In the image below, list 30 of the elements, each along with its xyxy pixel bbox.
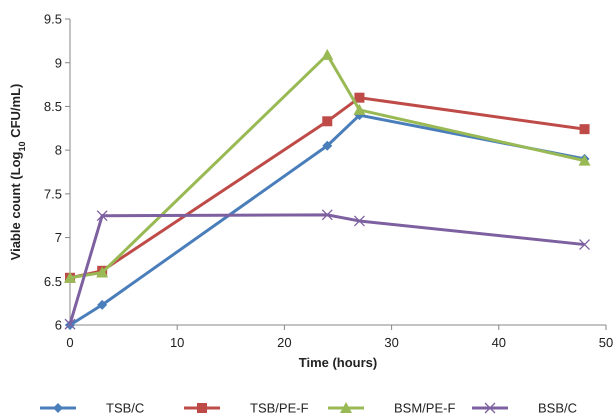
x-tick-label: 20 — [277, 335, 292, 350]
y-tick-label: 6.5 — [44, 274, 62, 289]
x-tick-label: 30 — [384, 335, 399, 350]
x-tick-label: 50 — [598, 335, 614, 350]
y-tick-label: 8 — [54, 142, 62, 158]
legend-label: BSM/PE-F — [394, 400, 456, 416]
x-axis-title: Time (hours) — [298, 355, 378, 370]
point — [580, 124, 590, 134]
point — [97, 300, 108, 310]
legend-label: TSB/PE-F — [250, 400, 309, 416]
point — [322, 116, 332, 126]
y-tick-label: 6 — [54, 318, 62, 333]
y-tick-label: 8.5 — [44, 98, 62, 114]
point — [354, 92, 364, 103]
y-tick-label: 7.5 — [44, 186, 62, 202]
point — [578, 238, 590, 250]
y-tick-label: 9.5 — [44, 12, 62, 27]
point — [321, 48, 334, 60]
x-tick-label: 0 — [66, 335, 74, 350]
y-tick-label: 9 — [54, 55, 62, 70]
point — [353, 104, 366, 115]
point — [354, 215, 366, 227]
x-tick-label: 40 — [492, 335, 506, 350]
legend-label: TSB/C — [106, 400, 144, 416]
point — [322, 140, 332, 151]
y-tick-label: 7 — [54, 230, 62, 246]
point — [322, 209, 333, 220]
point — [96, 210, 108, 222]
legend-label: BSB/C — [538, 400, 578, 416]
x-tick-label: 10 — [170, 335, 184, 350]
